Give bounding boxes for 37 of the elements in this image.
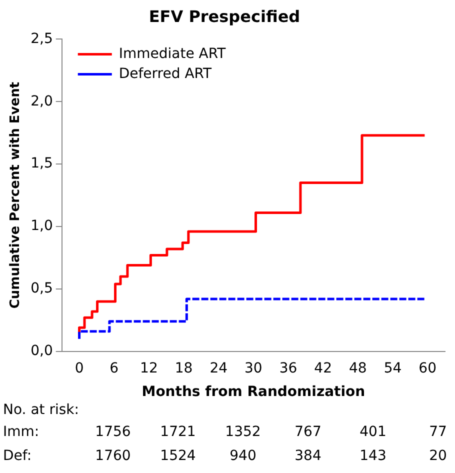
text: 767: [294, 424, 322, 440]
text: 1524: [160, 448, 196, 464]
chart-title: EFV Prespecified: [148, 6, 300, 26]
text: 20: [429, 448, 447, 464]
x-tick-label: 6: [110, 360, 119, 376]
text: 1721: [160, 424, 196, 440]
text: No. at risk:: [3, 402, 80, 420]
text: 401: [360, 424, 386, 440]
text: 384: [294, 448, 322, 464]
y-tick-label: 0,0: [30, 343, 53, 360]
text: 1352: [225, 424, 261, 440]
y-tick-label: 0,5: [30, 280, 53, 297]
x-tick-label: 36: [279, 360, 298, 376]
text: Def:: [3, 448, 32, 464]
text: 77: [429, 424, 447, 440]
x-tick-label: 42: [314, 360, 332, 376]
legend-label: Deferred ART: [118, 66, 212, 82]
x-tick-label: 0: [74, 360, 84, 376]
y-tick-label: 1,0: [30, 218, 53, 234]
text: Imm:: [3, 424, 40, 440]
x-tick-label: 12: [140, 360, 158, 376]
legend-label: Immediate ART: [118, 46, 226, 62]
y-tick-label: 2,0: [30, 93, 53, 110]
x-tick-label: 54: [384, 360, 402, 376]
x-tick-label: 18: [174, 360, 193, 376]
y-axis-title: Cumulative Percent with Event: [8, 82, 24, 309]
text: 1756: [95, 424, 131, 440]
x-tick-label: 30: [244, 360, 262, 376]
x-tick-label: 60: [418, 360, 436, 376]
x-axis-title: Months from Randomization: [142, 384, 366, 400]
y-tick-label: 1,5: [30, 156, 53, 172]
x-tick-label: 48: [349, 360, 367, 376]
text: 1760: [95, 448, 131, 464]
x-tick-label: 24: [210, 360, 228, 376]
y-tick-label: 2,5: [30, 30, 53, 47]
text: 940: [230, 448, 256, 464]
text: 143: [360, 448, 386, 464]
